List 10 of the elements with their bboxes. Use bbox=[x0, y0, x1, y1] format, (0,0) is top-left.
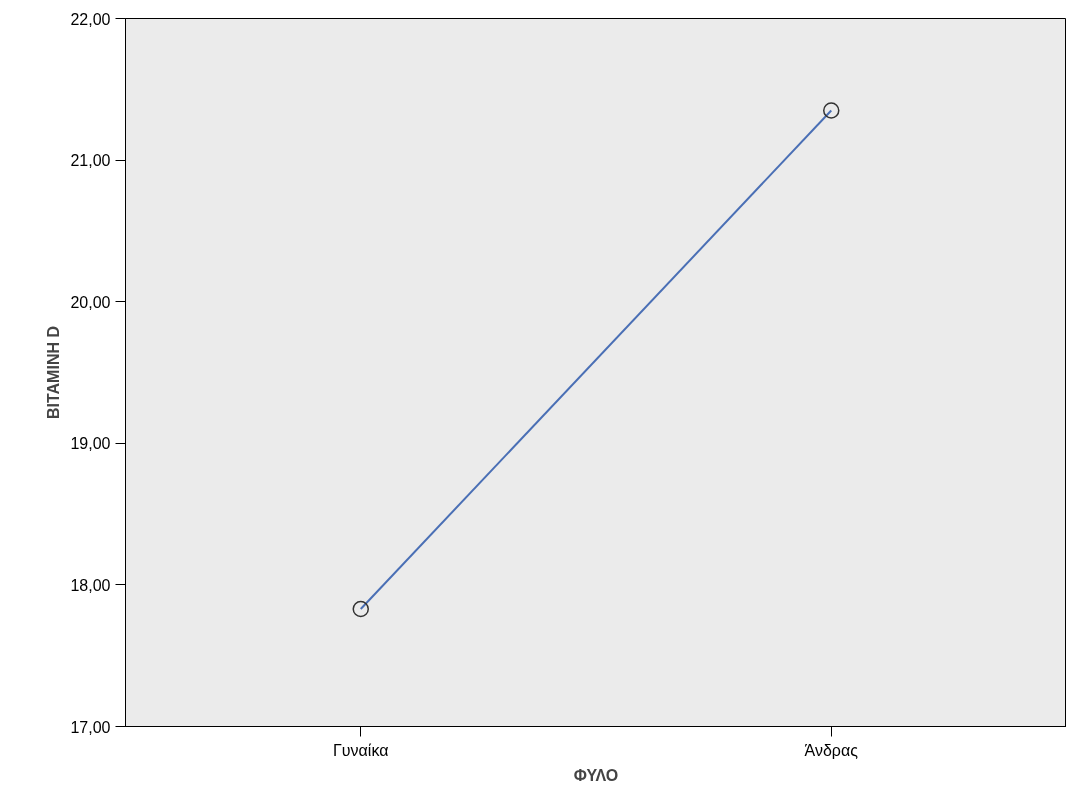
y-tick-label: 20,00 bbox=[70, 293, 111, 311]
x-tick-label: Άνδρας bbox=[804, 741, 859, 759]
y-tick-label: 17,00 bbox=[70, 718, 111, 736]
y-tick-label: 21,00 bbox=[70, 152, 111, 170]
x-tick-label: Γυναίκα bbox=[333, 741, 389, 759]
y-tick-label: 22,00 bbox=[70, 10, 111, 28]
y-tick-label: 18,00 bbox=[70, 576, 111, 594]
y-tick-label: 19,00 bbox=[70, 435, 111, 453]
y-axis-title: ΒΙΤΑΜΙΝΗ D bbox=[45, 325, 63, 420]
x-axis-title: ΦΥΛΟ bbox=[573, 766, 619, 784]
